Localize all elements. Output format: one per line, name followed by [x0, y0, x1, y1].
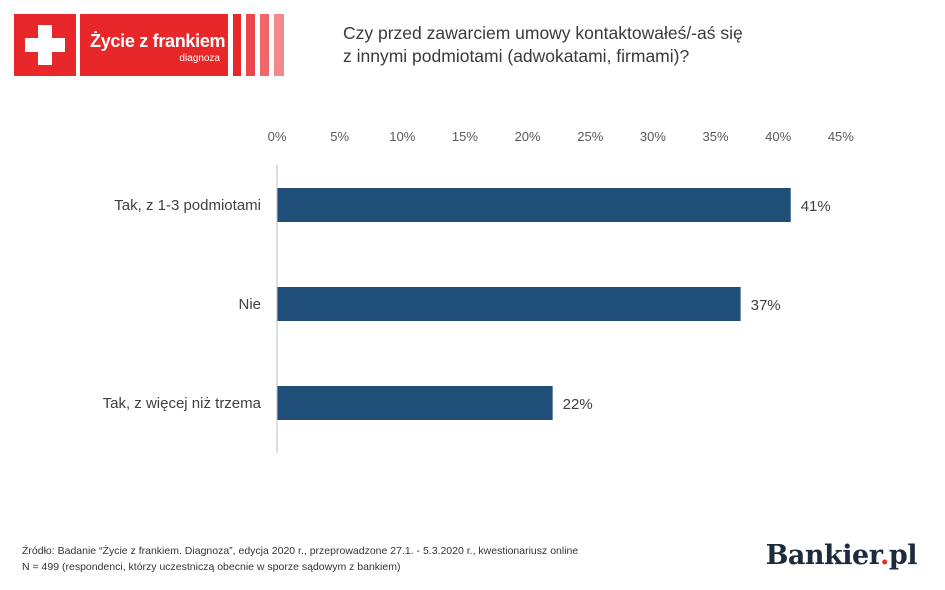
x-tick-label: 20% [515, 129, 541, 144]
source-line: Źródło: Badanie “Życie z frankiem. Diagn… [22, 545, 579, 557]
x-tick-label: 10% [389, 129, 415, 144]
category-label: Nie [238, 296, 261, 313]
x-tick-label: 30% [640, 129, 666, 144]
brand-dot: . [879, 540, 889, 571]
bankier-logo: Bankier.pl [765, 540, 918, 571]
logo-subtitle: diagnoza [179, 53, 220, 64]
brand-name: Bankier [765, 540, 881, 571]
x-tick-label: 25% [577, 129, 603, 144]
x-tick-label: 35% [703, 129, 729, 144]
logo-stripe [274, 14, 284, 76]
logo-stripe [260, 14, 269, 76]
x-tick-label: 40% [765, 129, 791, 144]
category-label: Tak, z 1-3 podmiotami [114, 197, 261, 214]
x-tick-label: 15% [452, 129, 478, 144]
bar [277, 188, 791, 222]
value-label: 22% [563, 396, 593, 413]
logo: Życie z frankiem diagnoza [14, 14, 284, 76]
value-label: 41% [801, 198, 831, 215]
logo-name: Życie z frankiem [90, 31, 226, 51]
bar [277, 386, 553, 420]
sample-line: N = 499 (respondenci, którzy uczestniczą… [22, 561, 401, 573]
swiss-cross-icon [14, 14, 76, 76]
x-tick-label: 45% [828, 129, 854, 144]
logo-stripe [233, 14, 241, 76]
category-label: Tak, z więcej niż trzema [103, 395, 262, 412]
chart-title-line: z innymi podmiotami (adwokatami, firmami… [343, 46, 690, 66]
source-note: Źródło: Badanie “Życie z frankiem. Diagn… [22, 543, 578, 575]
bar-chart: 0% 5% 10% 15% 20% 25% 30% 35% 40% 45% Tak, z 1-3 p… [103, 129, 854, 453]
value-label: 37% [751, 297, 781, 314]
bar [277, 287, 741, 321]
x-tick-label: 0% [268, 129, 287, 144]
x-tick-label: 5% [330, 129, 349, 144]
logo-name-box: Życie z frankiem diagnoza [80, 14, 228, 76]
brand-tld: pl [888, 540, 918, 571]
chart-title-line: Czy przed zawarciem umowy kontaktowałeś/… [343, 23, 743, 43]
logo-stripe [246, 14, 255, 76]
chart-title: Czy przed zawarciem umowy kontaktowałeś/… [343, 22, 903, 68]
